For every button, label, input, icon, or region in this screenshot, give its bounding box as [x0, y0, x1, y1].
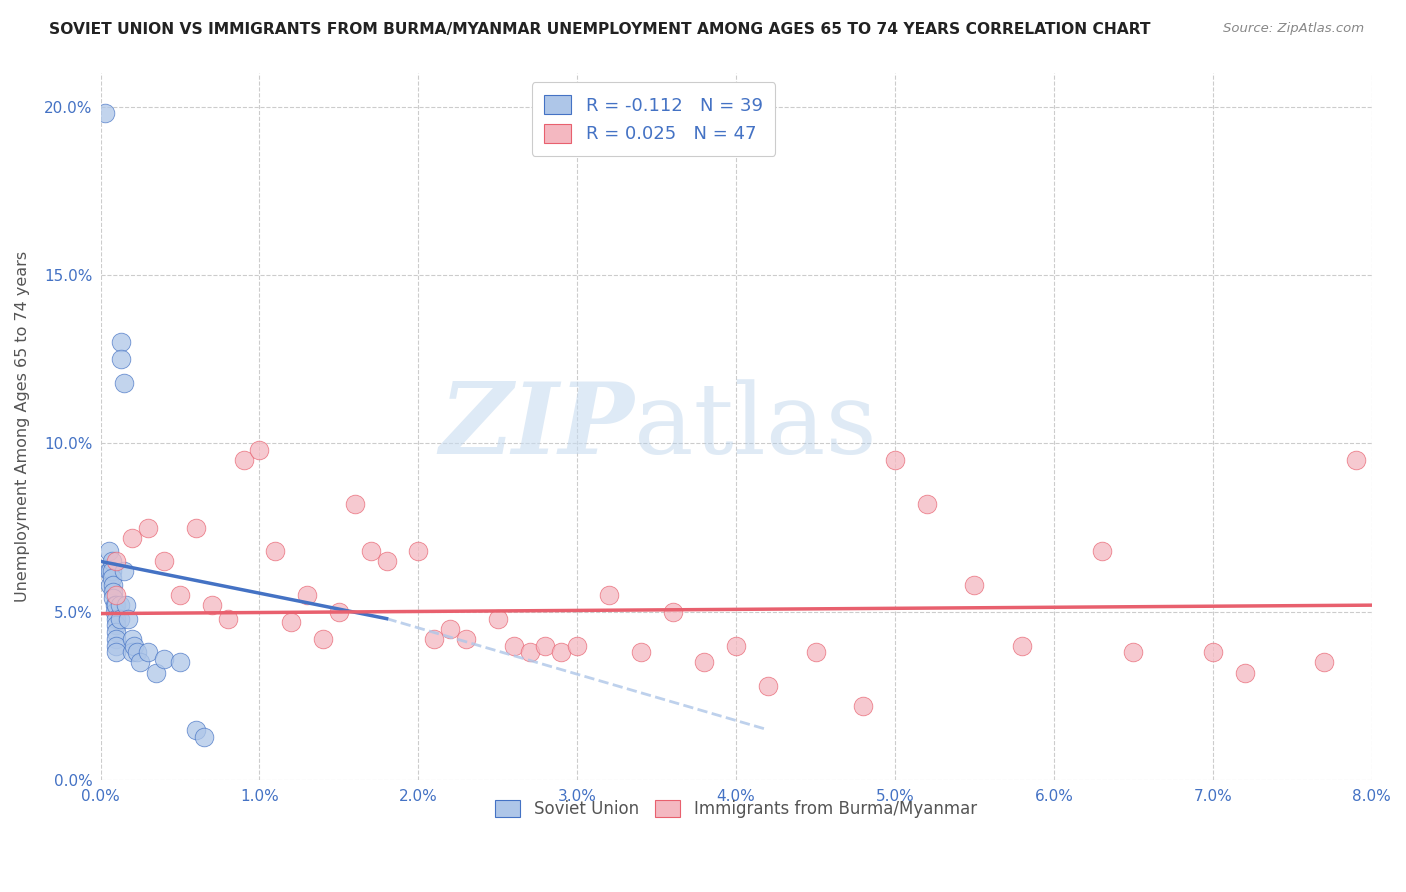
Point: [100, 571, 122, 585]
Point: [97, 565, 120, 579]
Point: [852, 699, 875, 714]
Point: [343, 497, 366, 511]
Point: [105, 645, 128, 659]
Point: [145, 665, 167, 680]
Point: [193, 730, 215, 744]
Text: ZIP: ZIP: [440, 378, 634, 475]
Point: [104, 598, 127, 612]
Point: [486, 612, 509, 626]
Point: [103, 591, 125, 606]
Point: [375, 554, 398, 568]
Point: [756, 679, 779, 693]
Y-axis label: Unemployment Among Ages 65 to 74 years: Unemployment Among Ages 65 to 74 years: [15, 251, 30, 602]
Point: [105, 625, 128, 640]
Point: [122, 639, 145, 653]
Point: [264, 544, 287, 558]
Point: [1122, 645, 1144, 659]
Point: [661, 605, 683, 619]
Point: [201, 598, 224, 612]
Point: [98, 578, 121, 592]
Point: [153, 554, 176, 568]
Point: [1011, 639, 1033, 653]
Point: [112, 376, 135, 390]
Point: [105, 554, 128, 568]
Point: [630, 645, 652, 659]
Legend: Soviet Union, Immigrants from Burma/Myanmar: Soviet Union, Immigrants from Burma/Myan…: [489, 794, 984, 825]
Point: [136, 645, 159, 659]
Point: [100, 565, 122, 579]
Point: [105, 639, 128, 653]
Text: SOVIET UNION VS IMMIGRANTS FROM BURMA/MYANMAR UNEMPLOYMENT AMONG AGES 65 TO 74 Y: SOVIET UNION VS IMMIGRANTS FROM BURMA/MY…: [49, 22, 1150, 37]
Point: [1344, 453, 1367, 467]
Point: [94, 106, 117, 120]
Point: [121, 531, 143, 545]
Point: [153, 652, 176, 666]
Point: [112, 565, 135, 579]
Point: [105, 612, 128, 626]
Point: [129, 656, 152, 670]
Point: [127, 645, 149, 659]
Point: [184, 723, 207, 737]
Point: [804, 645, 827, 659]
Point: [104, 605, 127, 619]
Point: [1313, 656, 1336, 670]
Point: [1090, 544, 1112, 558]
Point: [328, 605, 350, 619]
Text: Source: ZipAtlas.com: Source: ZipAtlas.com: [1223, 22, 1364, 36]
Point: [169, 588, 191, 602]
Point: [360, 544, 382, 558]
Point: [454, 632, 477, 646]
Point: [439, 622, 461, 636]
Point: [915, 497, 938, 511]
Point: [1233, 665, 1256, 680]
Point: [103, 584, 125, 599]
Point: [312, 632, 335, 646]
Point: [232, 453, 254, 467]
Point: [103, 578, 125, 592]
Point: [121, 632, 143, 646]
Point: [693, 656, 716, 670]
Point: [1202, 645, 1225, 659]
Point: [295, 588, 318, 602]
Point: [725, 639, 748, 653]
Point: [249, 443, 271, 458]
Point: [184, 521, 207, 535]
Point: [550, 645, 572, 659]
Point: [121, 645, 143, 659]
Point: [115, 598, 138, 612]
Point: [108, 612, 131, 626]
Point: [519, 645, 541, 659]
Point: [105, 632, 128, 646]
Point: [502, 639, 524, 653]
Point: [217, 612, 239, 626]
Text: atlas: atlas: [634, 379, 877, 475]
Point: [105, 618, 128, 632]
Point: [105, 588, 128, 602]
Point: [963, 578, 986, 592]
Point: [423, 632, 446, 646]
Point: [136, 521, 159, 535]
Point: [98, 565, 121, 579]
Point: [97, 544, 120, 558]
Point: [567, 639, 589, 653]
Point: [110, 352, 132, 367]
Point: [169, 656, 191, 670]
Point: [884, 453, 907, 467]
Point: [280, 615, 302, 629]
Point: [110, 335, 132, 350]
Point: [408, 544, 430, 558]
Point: [117, 612, 139, 626]
Point: [108, 598, 131, 612]
Point: [100, 554, 122, 568]
Point: [105, 598, 128, 612]
Point: [598, 588, 620, 602]
Point: [534, 639, 557, 653]
